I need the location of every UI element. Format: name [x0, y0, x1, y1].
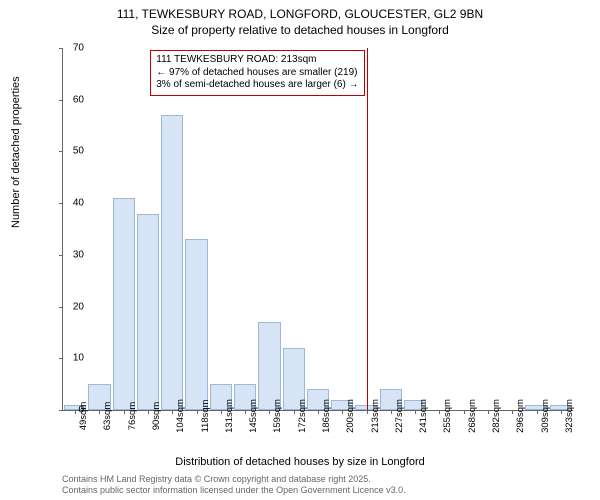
x-tick-label: 49sqm — [78, 402, 89, 431]
x-tick-mark — [221, 410, 222, 414]
x-tick-label: 76sqm — [127, 402, 138, 431]
x-tick-mark — [99, 410, 100, 414]
x-tick-mark — [561, 410, 562, 414]
x-tick-mark — [488, 410, 489, 414]
x-tick-label: 309sqm — [540, 399, 551, 433]
x-tick-mark — [148, 410, 149, 414]
histogram-bar — [113, 198, 135, 410]
x-tick-label: 296sqm — [515, 399, 526, 433]
y-tick-label: 30 — [54, 249, 84, 260]
x-tick-label: 241sqm — [418, 399, 429, 433]
footnote-line2: Contains public sector information licen… — [62, 485, 406, 496]
annotation-line1: 111 TEWKESBURY ROAD: 213sqm — [156, 54, 358, 67]
x-tick-mark — [367, 410, 368, 414]
title-line1: 111, TEWKESBURY ROAD, LONGFORD, GLOUCEST… — [0, 6, 600, 22]
title-line2: Size of property relative to detached ho… — [0, 22, 600, 38]
x-tick-label: 159sqm — [272, 399, 283, 433]
x-tick-label: 200sqm — [345, 399, 356, 433]
x-tick-label: 90sqm — [151, 402, 162, 431]
y-tick-label: 70 — [54, 43, 84, 54]
y-tick-label: 40 — [54, 198, 84, 209]
histogram-bar — [137, 214, 159, 411]
x-tick-label: 282sqm — [491, 399, 502, 433]
histogram-bar — [161, 115, 183, 410]
x-tick-mark — [124, 410, 125, 414]
histogram-chart: 111 TEWKESBURY ROAD: 213sqm← 97% of deta… — [62, 48, 573, 411]
histogram-bar — [185, 239, 207, 410]
x-tick-mark — [294, 410, 295, 414]
x-tick-mark — [172, 410, 173, 414]
footnote-line1: Contains HM Land Registry data © Crown c… — [62, 474, 406, 485]
x-tick-mark — [537, 410, 538, 414]
histogram-bar — [258, 322, 280, 410]
x-tick-mark — [464, 410, 465, 414]
x-tick-label: 213sqm — [370, 399, 381, 433]
x-tick-mark — [415, 410, 416, 414]
x-tick-label: 268sqm — [467, 399, 478, 433]
x-tick-label: 145sqm — [248, 399, 259, 433]
x-tick-mark — [512, 410, 513, 414]
annotation-box: 111 TEWKESBURY ROAD: 213sqm← 97% of deta… — [150, 50, 364, 96]
y-tick-label: 50 — [54, 146, 84, 157]
x-tick-label: 104sqm — [175, 399, 186, 433]
x-tick-label: 118sqm — [200, 399, 211, 432]
x-tick-mark — [197, 410, 198, 414]
x-tick-label: 172sqm — [297, 399, 308, 433]
x-tick-mark — [342, 410, 343, 414]
x-tick-label: 186sqm — [321, 399, 332, 433]
y-tick-label: 10 — [54, 353, 84, 364]
annotation-line2: ← 97% of detached houses are smaller (21… — [156, 67, 358, 80]
x-tick-label: 323sqm — [564, 399, 575, 433]
x-tick-label: 131sqm — [224, 399, 235, 433]
y-tick-label: 20 — [54, 301, 84, 312]
x-tick-label: 255sqm — [442, 399, 453, 433]
x-tick-label: 227sqm — [394, 399, 405, 433]
y-tick-label: 60 — [54, 94, 84, 105]
x-tick-mark — [269, 410, 270, 414]
x-tick-mark — [391, 410, 392, 414]
footnote: Contains HM Land Registry data © Crown c… — [62, 474, 406, 496]
x-tick-label: 63sqm — [102, 402, 113, 431]
x-axis-label: Distribution of detached houses by size … — [0, 456, 600, 468]
y-axis-label: Number of detached properties — [10, 76, 22, 228]
x-tick-mark — [245, 410, 246, 414]
reference-line — [367, 48, 368, 410]
x-tick-mark — [439, 410, 440, 414]
x-tick-mark — [318, 410, 319, 414]
annotation-line3: 3% of semi-detached houses are larger (6… — [156, 79, 358, 92]
